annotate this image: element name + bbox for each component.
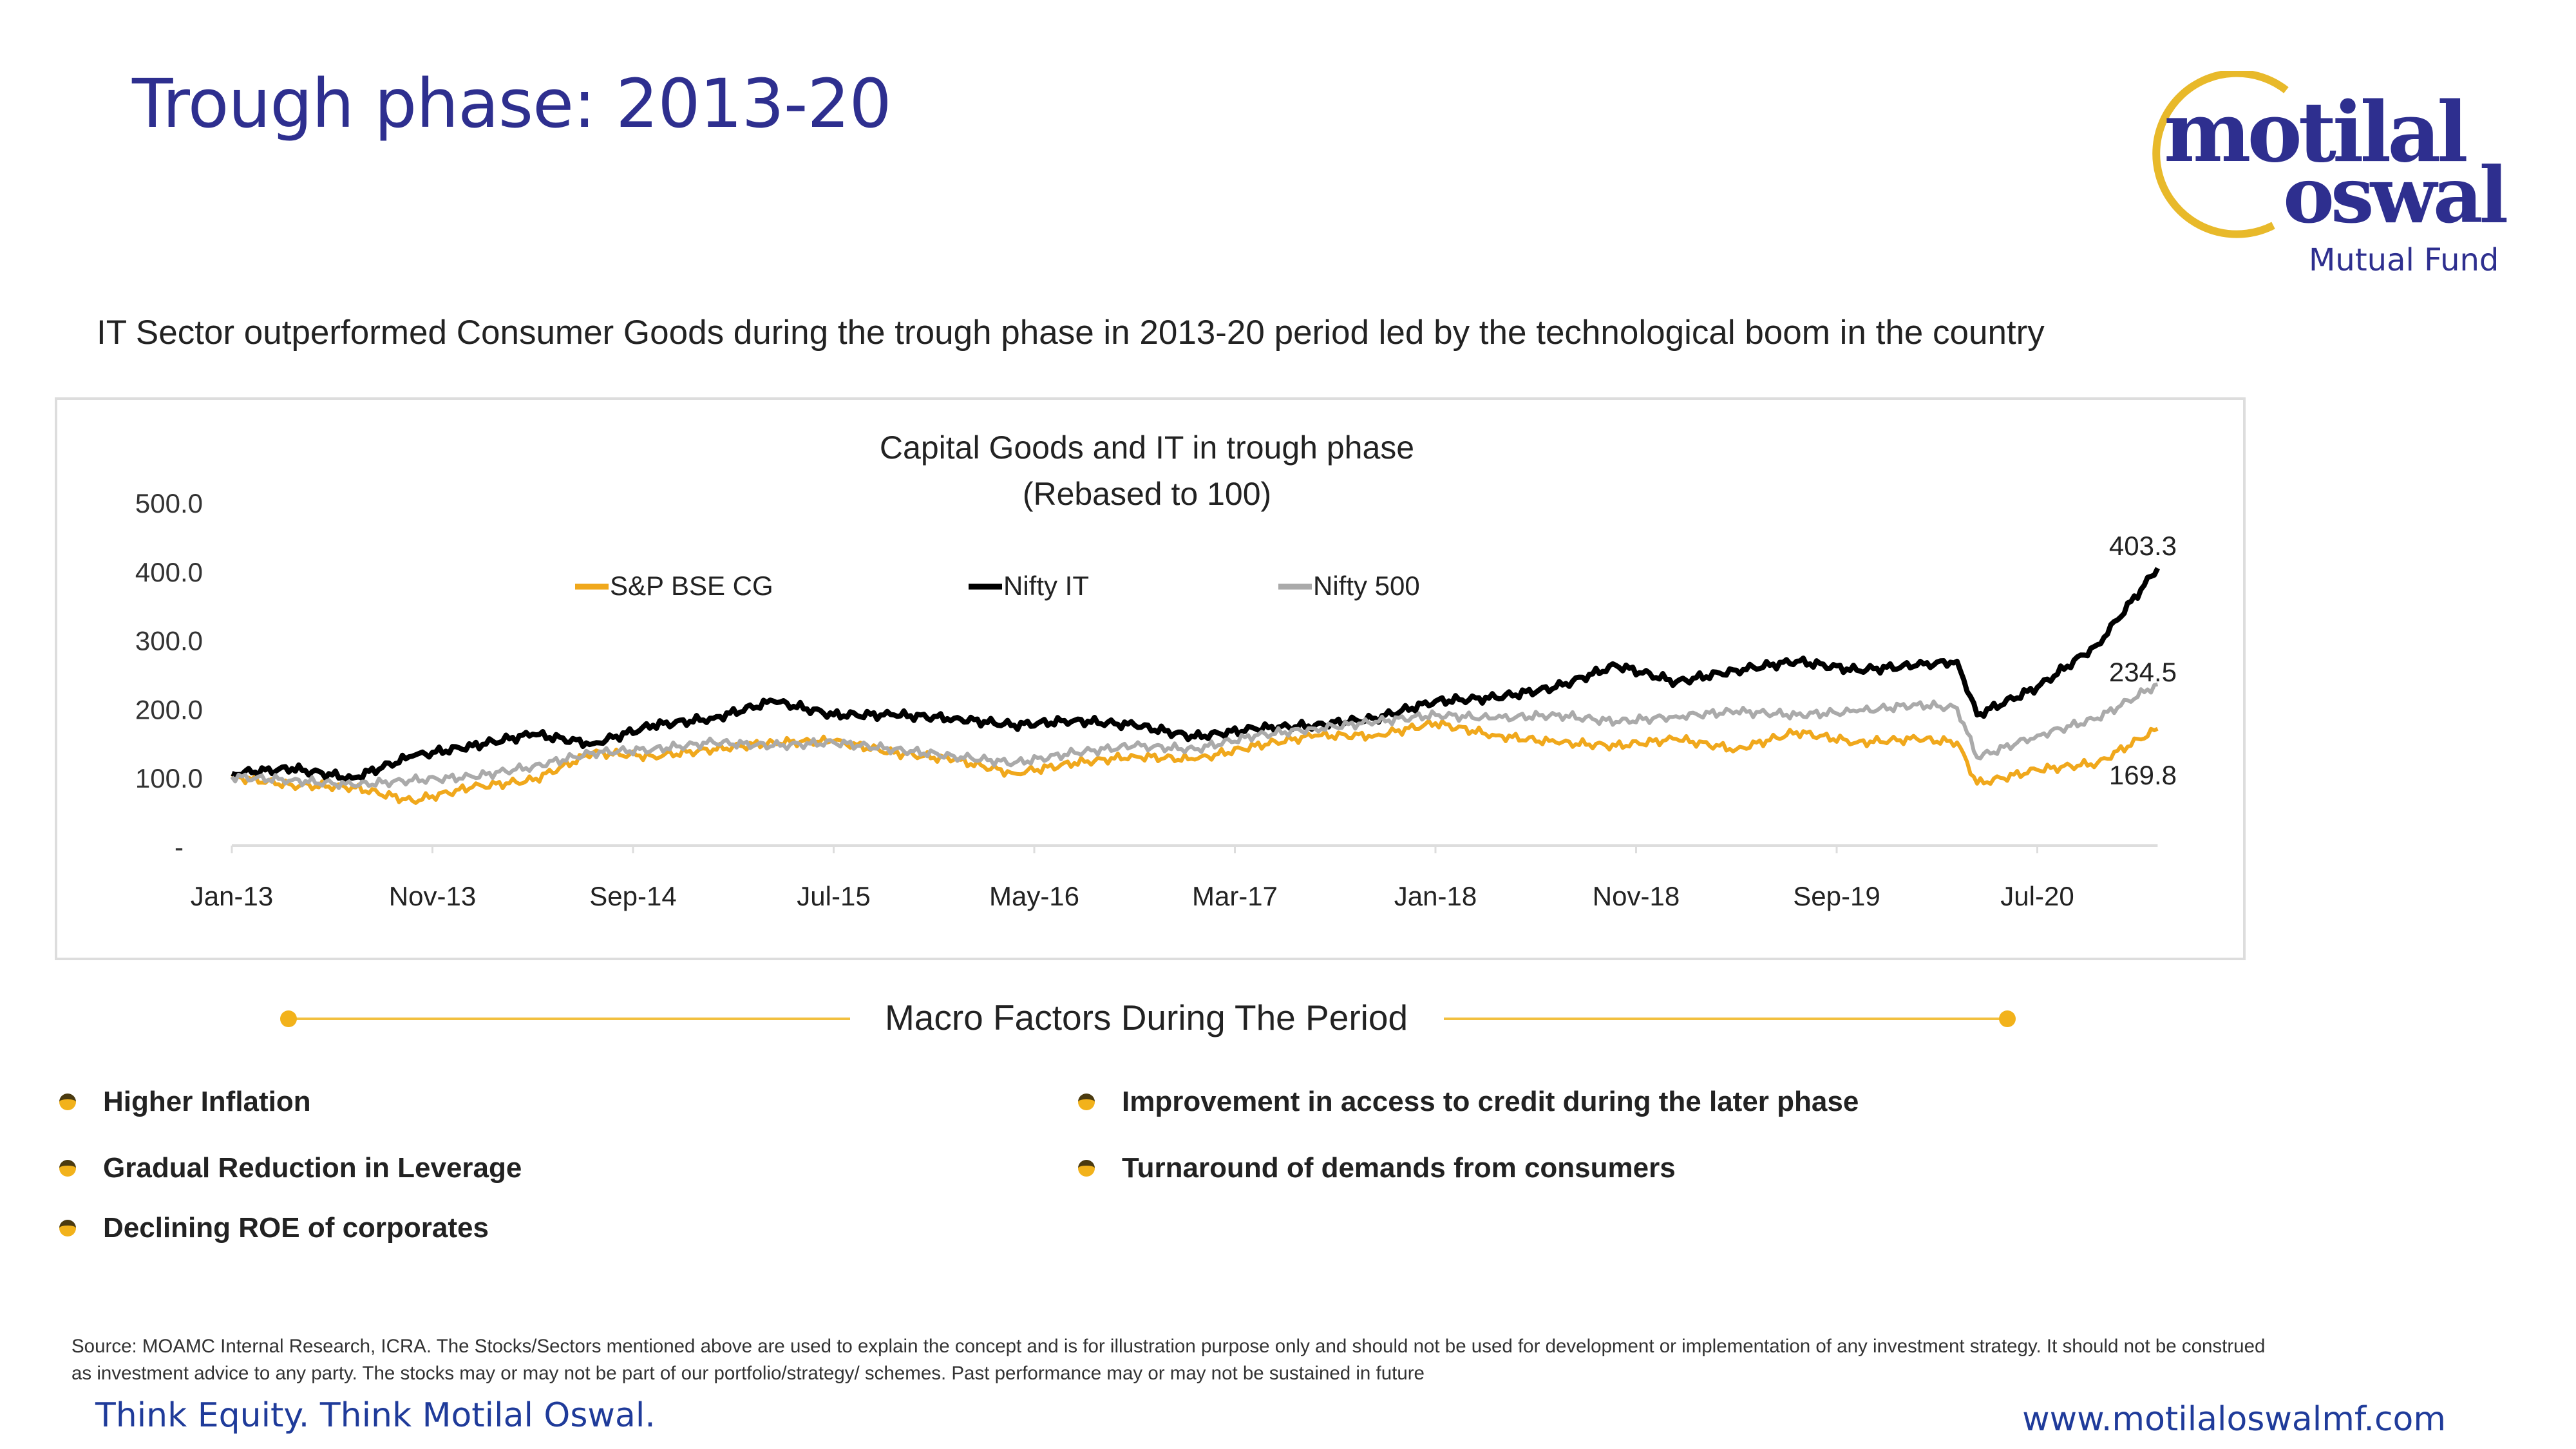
y-tick-label: - [175, 832, 184, 862]
legend-label: S&P BSE CG [610, 571, 773, 601]
macro-item: Improvement in access to credit during t… [1078, 1086, 1859, 1118]
divider-dot-icon [1999, 1010, 2016, 1027]
bullet-icon [1078, 1160, 1095, 1177]
svg-text:oswal: oswal [2283, 150, 2507, 241]
bullet-icon [59, 1160, 76, 1177]
macro-item: Declining ROE of corporates [59, 1212, 489, 1244]
bullet-icon [1078, 1094, 1095, 1110]
footer-tagline: Think Equity. Think Motilal Oswal. [95, 1396, 656, 1435]
chart-subtitle: (Rebased to 100) [1023, 476, 1271, 512]
macro-heading-row: Macro Factors During The Period [0, 997, 2293, 1038]
website-link[interactable]: www.motilaloswalmf.com [2022, 1400, 2446, 1439]
macro-item: Higher Inflation [59, 1086, 311, 1118]
macro-item: Turnaround of demands from consumers [1078, 1152, 1676, 1184]
y-tick-label: 400.0 [135, 557, 203, 587]
slide-subtitle: IT Sector outperformed Consumer Goods du… [97, 314, 2045, 352]
svg-text:Mutual Fund: Mutual Fund [2309, 242, 2499, 278]
legend-label: Nifty 500 [1313, 571, 1420, 601]
chart-panel [55, 397, 2246, 960]
x-tick-label: Jan-13 [191, 881, 273, 911]
end-value-label: 234.5 [2109, 657, 2177, 687]
x-tick-label: Sep-19 [1793, 881, 1880, 911]
x-tick-label: Jul-15 [797, 881, 870, 911]
x-tick-label: Jul-20 [2000, 881, 2074, 911]
series-line-nifty-500 [230, 682, 2159, 790]
x-tick-label: Nov-18 [1593, 881, 1680, 911]
divider-dot-icon [280, 1010, 297, 1027]
end-value-label: 169.8 [2109, 760, 2177, 790]
svg-text:motilal: motilal [2164, 84, 2467, 181]
y-tick-label: 100.0 [135, 763, 203, 793]
motilal-oswal-logo: motilal oswal Mutual Fund [2125, 69, 2524, 283]
x-tick-label: Nov-13 [389, 881, 476, 911]
macro-item: Gradual Reduction in Leverage [59, 1152, 522, 1184]
y-tick-label: 300.0 [135, 626, 203, 656]
line-chart: Capital Goods and IT in trough phase (Re… [135, 430, 2177, 911]
end-value-label: 403.3 [2109, 531, 2177, 561]
x-tick-label: May-16 [989, 881, 1079, 911]
y-tick-label: 200.0 [135, 694, 203, 724]
macro-heading: Macro Factors During The Period [884, 998, 1408, 1037]
x-tick-label: Mar-17 [1192, 881, 1278, 911]
bullet-icon [59, 1220, 76, 1236]
source-disclaimer: Source: MOAMC Internal Research, ICRA. T… [71, 1336, 2266, 1384]
x-tick-label: Jan-18 [1394, 881, 1477, 911]
y-tick-label: 500.0 [135, 488, 203, 518]
bullet-icon [59, 1094, 76, 1110]
series-line-s-p-bse-cg [231, 719, 2159, 805]
legend-label: Nifty IT [1003, 571, 1089, 601]
series-line-nifty-it [231, 567, 2160, 782]
chart-title: Capital Goods and IT in trough phase [880, 430, 1414, 466]
page-title: Trough phase: 2013-20 [132, 64, 892, 143]
macro-divider [280, 1010, 2016, 1027]
x-tick-label: Sep-14 [589, 881, 676, 911]
